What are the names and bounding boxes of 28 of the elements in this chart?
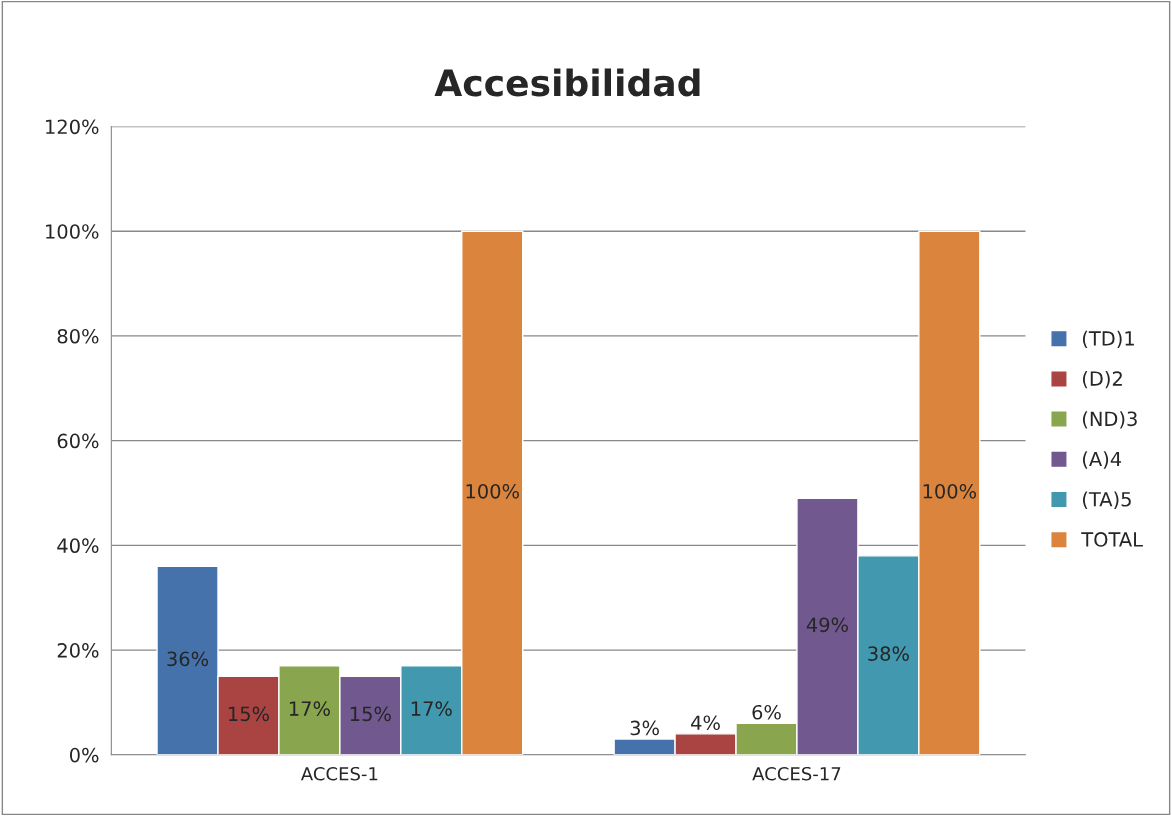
y-tick-label: 40% — [57, 538, 99, 554]
x-tick-label: ACCES-17 — [752, 766, 841, 781]
data-label: 6% — [752, 704, 781, 720]
data-label: 36% — [167, 651, 209, 667]
data-label: 100% — [466, 483, 519, 499]
y-tick-label: 20% — [57, 643, 99, 658]
data-label: 15% — [350, 706, 391, 722]
y-tick-label: 80% — [57, 328, 99, 344]
y-tick-label: 100% — [46, 224, 99, 239]
legend-label: (TD)1 — [1082, 330, 1134, 349]
legend-label: (D)2 — [1082, 370, 1122, 389]
data-label: 4% — [691, 715, 720, 731]
y-tick-label: 0% — [69, 747, 99, 763]
data-label: 49% — [806, 617, 848, 633]
data-label: 100% — [923, 483, 977, 499]
chart-title: Accesibilidad — [434, 68, 700, 97]
y-tick-label: 60% — [57, 433, 99, 449]
data-label: 38% — [868, 646, 909, 661]
data-label: 3% — [630, 720, 659, 736]
data-label: 15% — [228, 706, 269, 722]
y-tick-label: 120% — [46, 119, 99, 135]
legend-label: TOTAL — [1081, 532, 1143, 547]
data-label: 17% — [289, 701, 330, 716]
data-label: 17% — [411, 701, 452, 716]
x-tick-label: ACCES-1 — [300, 766, 378, 781]
legend-label: (ND)3 — [1082, 411, 1137, 429]
legend-label: (A)4 — [1082, 451, 1122, 469]
legend-label: (TA)5 — [1082, 491, 1131, 509]
